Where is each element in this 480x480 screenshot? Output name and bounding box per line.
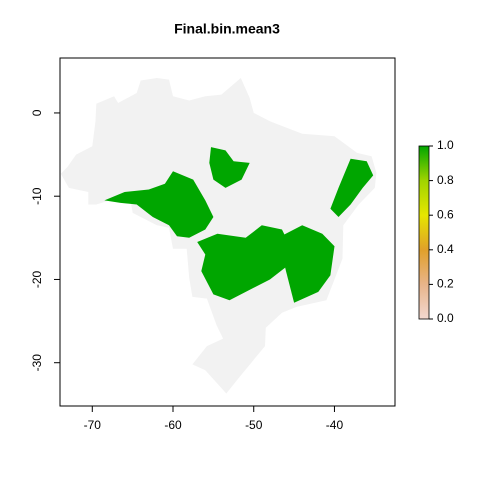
x-tick-label: -60: [164, 418, 182, 432]
x-tick-label: -50: [245, 418, 263, 432]
colorbar-label: 0.6: [437, 207, 454, 221]
colorbar-label: 0.0: [437, 311, 454, 325]
y-tick-label: -20: [30, 270, 44, 288]
plot-frame: [59, 57, 396, 407]
colorbar-label: 0.2: [437, 277, 454, 291]
x-tick-label: -70: [84, 418, 102, 432]
presence-area: [330, 158, 374, 217]
colorbar-label: 0.8: [437, 173, 454, 187]
presence-area: [197, 225, 291, 301]
y-tick-label: -30: [30, 354, 44, 372]
presence-area: [209, 147, 250, 188]
colorbar-label: 1.0: [437, 138, 454, 152]
y-tick-label: -10: [30, 187, 44, 205]
x-tick-label: -40: [326, 418, 344, 432]
presence-area: [104, 171, 214, 238]
colorbar: [418, 145, 430, 320]
y-tick-label: 0: [30, 109, 44, 116]
presence-area: [278, 225, 335, 303]
colorbar-label: 0.4: [437, 242, 454, 256]
chart-title: Final.bin.mean3: [174, 21, 280, 37]
